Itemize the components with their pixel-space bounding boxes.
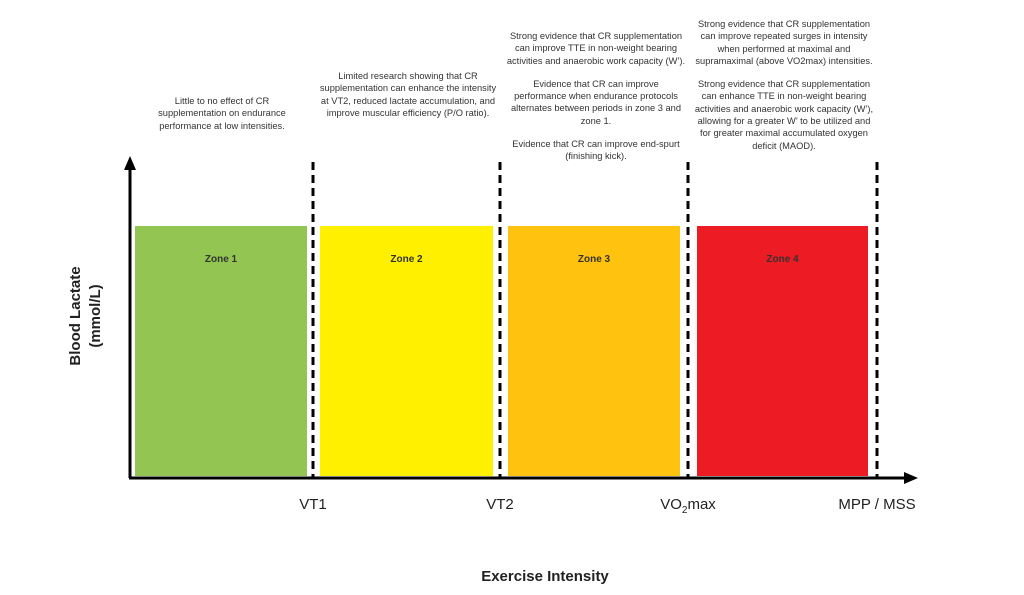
x-axis-arrow-icon xyxy=(904,472,918,484)
y-axis-label-line2: (mmol/L) xyxy=(87,284,104,348)
zone-4-box: Zone 4 xyxy=(697,226,868,476)
y-axis-label: Blood Lactate (mmol/L) xyxy=(66,266,106,365)
zone-2-label: Zone 2 xyxy=(390,254,423,265)
y-axis-label-line1: Blood Lactate xyxy=(67,266,84,366)
zone-4-note: Strong evidence that CR supplementation … xyxy=(694,18,874,163)
zone-3-note-1: Strong evidence that CR supplementation … xyxy=(506,31,686,66)
vo2-subscript: 2 xyxy=(681,505,688,516)
vo2-base: VO xyxy=(660,496,682,513)
zone-3-note-3: Evidence that CR can improve end-spurt (… xyxy=(512,139,680,162)
zone-1-label: Zone 1 xyxy=(204,254,238,265)
zone-3-note-2: Evidence that CR can improve performance… xyxy=(510,78,682,126)
zone-4-label: Zone 4 xyxy=(766,254,799,265)
zone-2-note-text: Limited research showing that CR supplem… xyxy=(319,71,497,118)
zone-3-label: Zone 3 xyxy=(577,254,611,265)
tick-vt1: VT1 xyxy=(299,496,327,513)
zone-4-note-1: Strong evidence that CR supplementation … xyxy=(695,19,873,66)
tick-mpp-mss: MPP / MSS xyxy=(838,496,916,513)
zone-1-note-text: Little to no effect of CR supplementatio… xyxy=(158,96,286,131)
tick-vt2: VT2 xyxy=(486,496,514,513)
zone-1-note: Little to no effect of CR supplementatio… xyxy=(142,95,302,143)
zone-2-note: Limited research showing that CR supplem… xyxy=(316,70,500,130)
vo2-max: max xyxy=(687,496,716,513)
zone-1-box: Zone 1 xyxy=(135,226,307,476)
zone-3-note: Strong evidence that CR supplementation … xyxy=(506,30,686,174)
tick-vo2max: VO2max xyxy=(660,496,716,516)
zone-3-box: Zone 3 xyxy=(508,226,680,476)
zone-2-box: Zone 2 xyxy=(320,226,493,476)
y-axis-arrow-icon xyxy=(124,156,136,170)
zone-4-note-2: Strong evidence that CR supplementation … xyxy=(694,79,874,151)
x-axis-label: Exercise Intensity xyxy=(481,568,609,585)
